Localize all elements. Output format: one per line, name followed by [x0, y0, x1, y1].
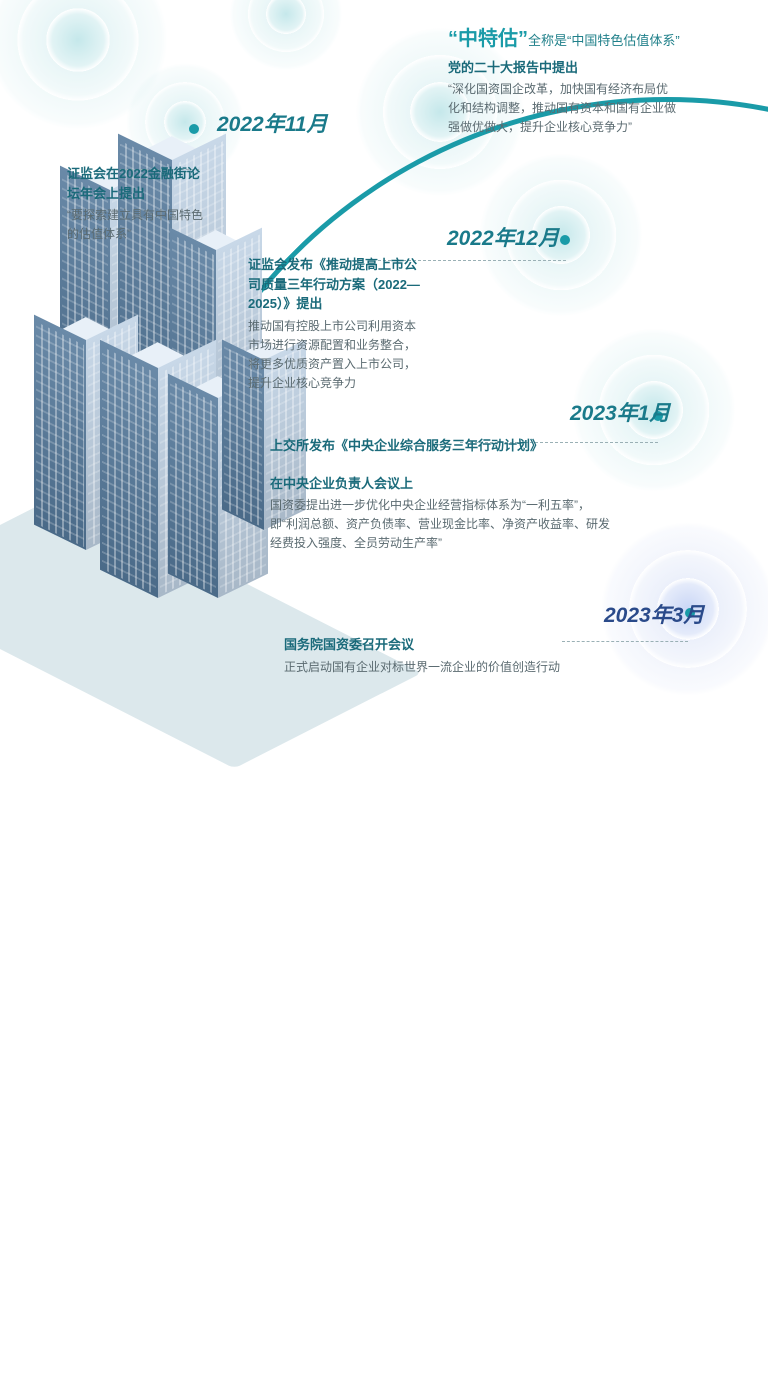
event-block: 证监会发布《推动提高上市公司质量三年行动方案（2022—2025）》提出推动国有…: [248, 255, 423, 393]
event-title: 上交所发布《中央企业综合服务三年行动计划》: [270, 436, 610, 456]
timeline-node: [189, 124, 199, 134]
timeline-date: 2023年1月: [570, 397, 670, 427]
header-body: “深化国资国企改革，加快国有经济布局优化和结构调整，推动国有资本和国有企业做强做…: [448, 80, 678, 138]
header-rest: 全称是“中国特色估值体系”: [528, 33, 680, 48]
timeline-node: [560, 235, 570, 245]
event-body: “要探索建立具有中国特色的估值体系”: [67, 206, 212, 244]
event-title: 证监会在2022金融街论坛年会上提出: [67, 164, 212, 203]
header-subtitle: 党的二十大报告中提出: [448, 57, 680, 76]
event-body: 推动国有控股上市公司利用资本市场进行资源配置和业务整合，将更多优质资产置入上市公…: [248, 317, 423, 394]
radial-burst: [222, 0, 350, 78]
header-block: “中特估”全称是“中国特色估值体系” 党的二十大报告中提出 “深化国资国企改革，…: [448, 22, 680, 138]
event-title: 在中央企业负责人会议上: [270, 474, 610, 494]
header-emph: “中特估”: [448, 28, 528, 50]
timeline-date: 2023年3月: [604, 599, 704, 629]
timeline-date: 2022年12月: [447, 222, 559, 252]
event-body: 正式启动国有企业对标世界一流企业的价值创造行动: [284, 658, 644, 677]
event-block: 上交所发布《中央企业综合服务三年行动计划》在中央企业负责人会议上国资委提出进一步…: [270, 436, 610, 554]
infographic-canvas: “中特估”全称是“中国特色估值体系” 党的二十大报告中提出 “深化国资国企改革，…: [0, 0, 768, 732]
event-body: 国资委提出进一步优化中央企业经营指标体系为“一利五率”，即“利润总额、资产负债率…: [270, 496, 610, 554]
event-block: 证监会在2022金融街论坛年会上提出“要探索建立具有中国特色的估值体系”: [67, 164, 212, 244]
timeline-date: 2022年11月: [217, 108, 328, 138]
header-title: “中特估”全称是“中国特色估值体系”: [448, 22, 680, 51]
event-title: 证监会发布《推动提高上市公司质量三年行动方案（2022—2025）》提出: [248, 255, 423, 314]
radial-burst: [0, 0, 180, 142]
event-block: 国务院国资委召开会议正式启动国有企业对标世界一流企业的价值创造行动: [284, 635, 644, 677]
event-title: 国务院国资委召开会议: [284, 635, 644, 655]
